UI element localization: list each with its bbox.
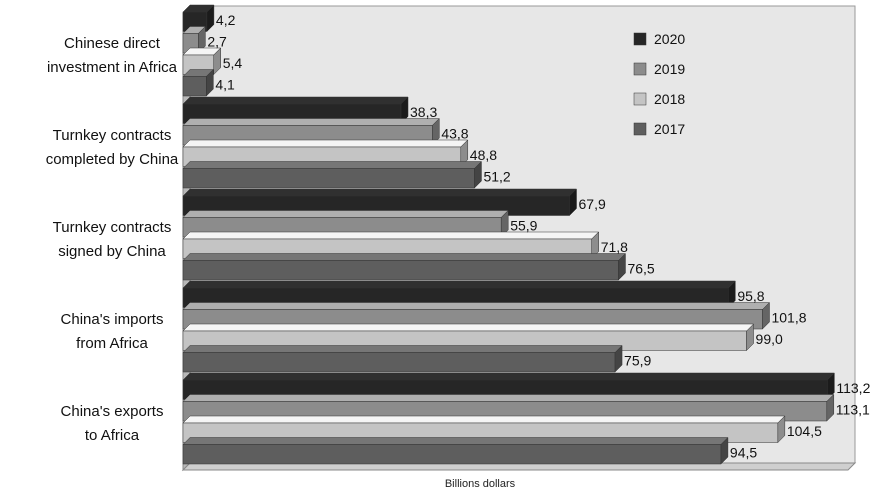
category-label: Turnkey contracts completed by China [46,127,179,168]
value-label: 4,2 [216,12,236,28]
legend-label: 2017 [654,121,685,137]
value-label: 43,8 [441,125,468,141]
legend-label: 2018 [654,91,685,107]
value-label: 67,9 [579,196,606,212]
value-label: 2,7 [207,33,227,49]
legend-label: 2020 [654,31,685,47]
value-label: 38,3 [410,104,437,120]
value-label: 99,0 [756,331,783,347]
value-label: 104,5 [787,423,822,439]
bar [182,160,483,189]
legend-swatch [633,62,647,76]
category-label: Chinese direct investment in Africa [47,35,178,76]
legend-swatch [633,92,647,106]
legend: 2020 2019 2018 2017 [633,31,685,137]
value-label: 55,9 [510,217,537,233]
category-labels: Chinese direct investment in Africa Turnke… [46,35,179,444]
legend-swatch [633,122,647,136]
bar [182,68,214,97]
value-label: 75,9 [624,352,651,368]
value-label: 76,5 [627,260,654,276]
value-labels: 4,2 2,7 5,4 4,1 38,343,848,8 51,2 67,9 55,9 71,8… [207,12,870,461]
value-label: 71,8 [601,239,628,255]
legend-label: 2019 [654,61,685,77]
bar [182,252,627,281]
category-label: China's exports to Africa [61,403,164,444]
value-label: 51,2 [483,168,510,184]
value-label: 101,8 [771,309,806,325]
bar [182,344,623,373]
value-label: 113,1 [836,401,870,417]
legend-swatch [633,32,647,46]
value-label: 94,5 [730,444,757,460]
value-label: 95,8 [737,288,764,304]
value-label: 48,8 [470,147,497,163]
floor-wall [181,462,857,471]
category-label: Turnkey contracts signed by China [53,219,172,260]
value-label: 113,2 [836,380,870,396]
value-label: 4,1 [215,76,235,92]
bar [182,436,729,465]
category-label: China's imports from Africa [61,311,164,352]
x-axis-label: Billions dollars [445,478,516,490]
bars-group [182,4,835,465]
value-label: 5,4 [223,55,243,71]
